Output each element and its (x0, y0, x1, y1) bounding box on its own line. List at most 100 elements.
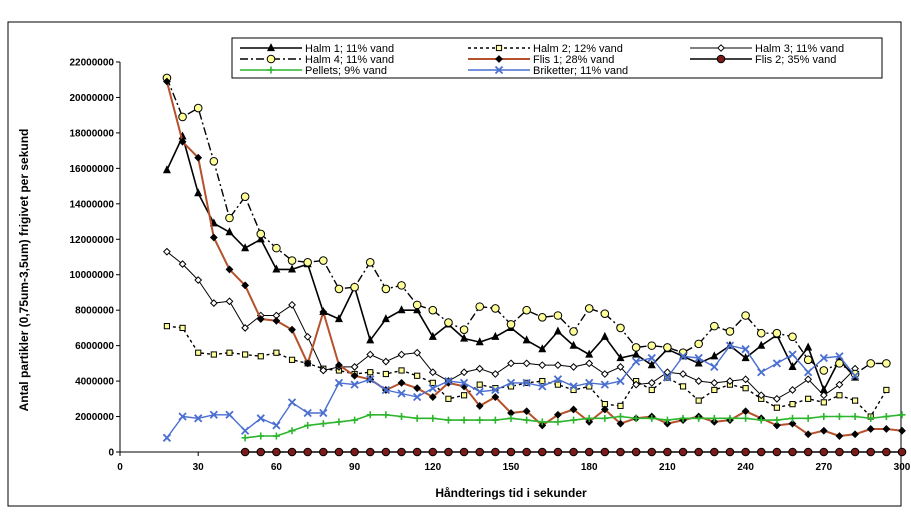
data-point (835, 447, 844, 457)
series-halm-4-11-vand (162, 73, 891, 379)
data-point (256, 447, 266, 457)
legend-item: Flis 2; 35% vand (690, 54, 836, 66)
data-point (788, 350, 797, 359)
data-point (898, 426, 906, 435)
data-point (413, 414, 421, 422)
y-tick-label: 14000000 (70, 199, 115, 210)
data-point (506, 320, 516, 329)
data-point (631, 357, 641, 366)
data-point (445, 395, 452, 402)
data-point (772, 421, 781, 430)
y-axis-ticks: 0 2000000 4000000 6000000 8000000 10000000 120… (70, 58, 120, 459)
data-point (272, 243, 281, 253)
data-point (242, 351, 249, 358)
data-point (585, 359, 594, 368)
data-point (819, 366, 829, 375)
data-point (459, 447, 469, 457)
data-point (225, 265, 234, 274)
data-point (819, 353, 828, 363)
data-point (600, 380, 609, 389)
legend-item: Briketter; 11% vand (468, 65, 628, 77)
data-point (366, 411, 374, 419)
data-point (741, 353, 750, 362)
data-point (444, 318, 453, 327)
y-tick-label: 0 (108, 448, 114, 459)
data-point (647, 378, 656, 387)
data-point (679, 414, 687, 422)
data-point (647, 353, 656, 363)
data-point (241, 434, 249, 442)
data-point (897, 447, 907, 457)
data-point (616, 413, 624, 421)
data-point (788, 386, 797, 394)
data-point (710, 321, 719, 331)
data-point (726, 414, 734, 422)
data-point (631, 343, 641, 352)
data-point (851, 430, 859, 439)
data-point (772, 328, 782, 338)
data-point (303, 359, 312, 368)
data-point (851, 397, 859, 404)
data-point (288, 264, 297, 273)
data-point (273, 349, 280, 356)
data-point (803, 355, 813, 365)
data-point (194, 188, 203, 197)
data-point (491, 331, 500, 340)
data-point (616, 419, 625, 428)
data-point (179, 324, 186, 332)
data-point (694, 358, 703, 367)
data-point (444, 447, 453, 457)
data-point (867, 414, 875, 422)
data-point (600, 309, 610, 319)
data-point (757, 416, 765, 424)
legend-item: Halm 2; 12% vand (468, 43, 623, 55)
legend-item: Pellets; 9% vand (240, 65, 387, 77)
legend-label: Halm 1; 11% vand (305, 43, 394, 55)
data-point (476, 381, 483, 388)
y-tick-label: 4000000 (75, 377, 114, 388)
data-point (600, 447, 610, 457)
data-point (553, 326, 562, 335)
data-point (367, 369, 374, 376)
data-point (319, 408, 328, 418)
data-point (288, 356, 296, 363)
data-point (538, 421, 547, 430)
data-point (272, 264, 281, 273)
data-point (413, 384, 422, 393)
x-tick-label: 270 (815, 462, 832, 473)
data-point (866, 425, 875, 433)
data-point (616, 447, 625, 457)
data-point (569, 363, 578, 371)
data-point (287, 398, 297, 407)
x-tick-label: 60 (271, 462, 283, 473)
data-point (741, 407, 750, 416)
data-point (882, 447, 891, 457)
data-point (491, 370, 500, 378)
chart-area (7, 21, 902, 507)
data-point (178, 260, 187, 268)
x-tick-label: 240 (737, 462, 754, 473)
data-point (475, 447, 485, 457)
data-point (600, 370, 609, 378)
x-tick-label: 120 (424, 462, 441, 473)
y-tick-label: 22000000 (70, 58, 115, 69)
data-point (287, 256, 297, 265)
legend-label: Halm 4; 11% vand (305, 54, 394, 66)
y-tick-label: 18000000 (70, 128, 115, 139)
data-point (491, 304, 500, 313)
data-point (162, 165, 171, 174)
data-point (789, 414, 797, 422)
data-point (835, 359, 844, 368)
data-point (741, 375, 750, 384)
data-point (319, 366, 328, 375)
data-point (554, 381, 562, 388)
data-point (663, 419, 672, 428)
legend-label: Flis 1; 28% vand (533, 54, 614, 66)
data-point (272, 421, 281, 430)
data-point (288, 325, 296, 334)
data-point (195, 349, 202, 356)
data-point (240, 426, 250, 435)
x-tick-label: 30 (193, 462, 205, 473)
data-point (523, 416, 531, 424)
data-point (491, 416, 499, 424)
